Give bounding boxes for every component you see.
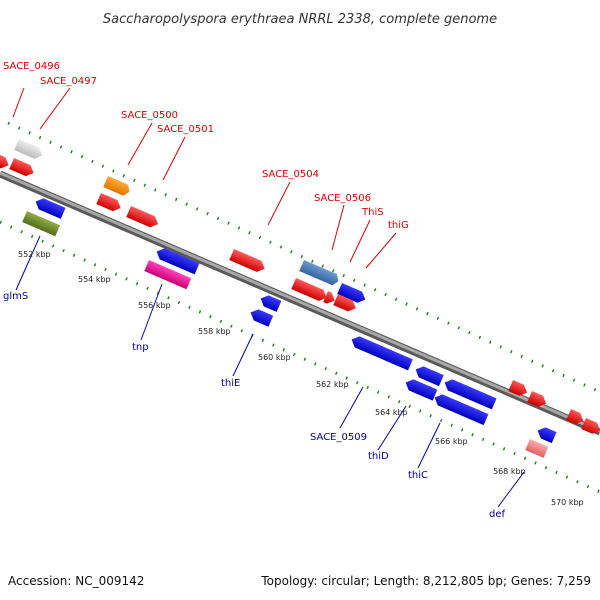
gene-arrow[interactable]	[154, 246, 200, 275]
scale-label: 564 kbp	[375, 408, 408, 417]
reverse-leader-lines	[15, 235, 525, 508]
scale-label: 570 kbp	[551, 498, 584, 507]
gene-arrow[interactable]	[0, 151, 11, 171]
scale-label: 568 kbp	[493, 467, 526, 476]
gene-arrow-sace-0497[interactable]	[9, 158, 36, 179]
accession-text: Accession: NC_009142	[8, 574, 144, 588]
gene-label[interactable]: thiC	[408, 470, 428, 481]
gene-arrow-thig[interactable]	[333, 294, 358, 314]
reverse-gene-arrows	[22, 196, 557, 458]
gene-arrow[interactable]	[442, 377, 497, 410]
forward-gene-arrows	[0, 139, 600, 436]
gene-arrow[interactable]	[566, 409, 585, 426]
gene-label[interactable]: thiE	[221, 378, 240, 389]
gene-label[interactable]: glmS	[3, 291, 28, 302]
gene-arrow[interactable]	[258, 293, 282, 312]
gene-arrow[interactable]	[581, 418, 600, 436]
gene-arrow-sace-0504[interactable]	[229, 249, 267, 274]
tick-track-outer	[7, 121, 600, 394]
scale-label: 560 kbp	[258, 353, 291, 362]
gene-arrow[interactable]	[33, 196, 66, 219]
reverse-gene-labels: glmS tnp thiE SACE_0509 thiD thiC def	[3, 291, 506, 520]
gene-arrow-this[interactable]	[337, 283, 367, 305]
gene-label[interactable]: thiG	[388, 220, 409, 231]
gene-arrow-thie[interactable]	[248, 307, 274, 327]
gene-arrow[interactable]	[527, 391, 548, 409]
gene-arrow-tnp[interactable]	[144, 260, 192, 290]
gene-label[interactable]: def	[489, 509, 506, 520]
gene-arrow-thid[interactable]	[403, 377, 438, 401]
gene-arrow-sace-0506[interactable]	[299, 260, 340, 287]
gene-label[interactable]: SACE_0504	[262, 169, 319, 180]
gene-arrow-sace-0496[interactable]	[14, 139, 44, 161]
gene-label[interactable]: tnp	[132, 342, 149, 353]
gene-arrow[interactable]	[291, 278, 329, 303]
gene-arrow-glms[interactable]	[22, 211, 61, 237]
gene-label[interactable]: SACE_0506	[314, 193, 371, 204]
scale-label: 556 kbp	[138, 301, 171, 310]
gene-arrow-sace-0500[interactable]	[103, 176, 132, 197]
scale-labels: 552 kbp 554 kbp 556 kbp 558 kbp 560 kbp …	[18, 250, 584, 507]
gene-arrow-thic[interactable]	[432, 392, 489, 426]
forward-leader-lines	[12, 87, 397, 269]
gene-arrow[interactable]	[508, 380, 529, 398]
gene-arrow[interactable]	[413, 364, 444, 387]
gene-arrow[interactable]	[323, 291, 337, 306]
genome-backbone	[0, 170, 600, 436]
scale-label: 554 kbp	[78, 275, 111, 284]
map-title: Saccharopolyspora erythraea NRRL 2338, c…	[103, 12, 497, 27]
gene-arrow[interactable]	[535, 425, 557, 444]
tick-track-inner	[0, 220, 600, 494]
gene-label[interactable]: SACE_0496	[3, 61, 60, 72]
topology-text: Topology: circular; Length: 8,212,805 bp…	[260, 574, 591, 588]
scale-label: 558 kbp	[198, 327, 231, 336]
gene-label[interactable]: thiD	[368, 451, 389, 462]
gene-arrow-sace-0501[interactable]	[126, 206, 160, 230]
gene-arrow-def[interactable]	[525, 439, 549, 458]
gene-arrow-sace-0509[interactable]	[349, 334, 413, 371]
gene-label[interactable]: SACE_0497	[40, 76, 97, 87]
scale-label: 552 kbp	[18, 250, 51, 259]
scale-label: 562 kbp	[316, 380, 349, 389]
forward-gene-labels: SACE_0496 SACE_0497 SACE_0500 SACE_0501 …	[3, 61, 409, 231]
gene-arrow[interactable]	[96, 193, 123, 214]
gene-label[interactable]: SACE_0500	[121, 110, 178, 121]
gene-label[interactable]: SACE_0509	[310, 432, 367, 443]
scale-label: 566 kbp	[435, 437, 468, 446]
gene-label[interactable]: ThiS	[361, 207, 384, 218]
gene-label[interactable]: SACE_0501	[157, 124, 214, 135]
